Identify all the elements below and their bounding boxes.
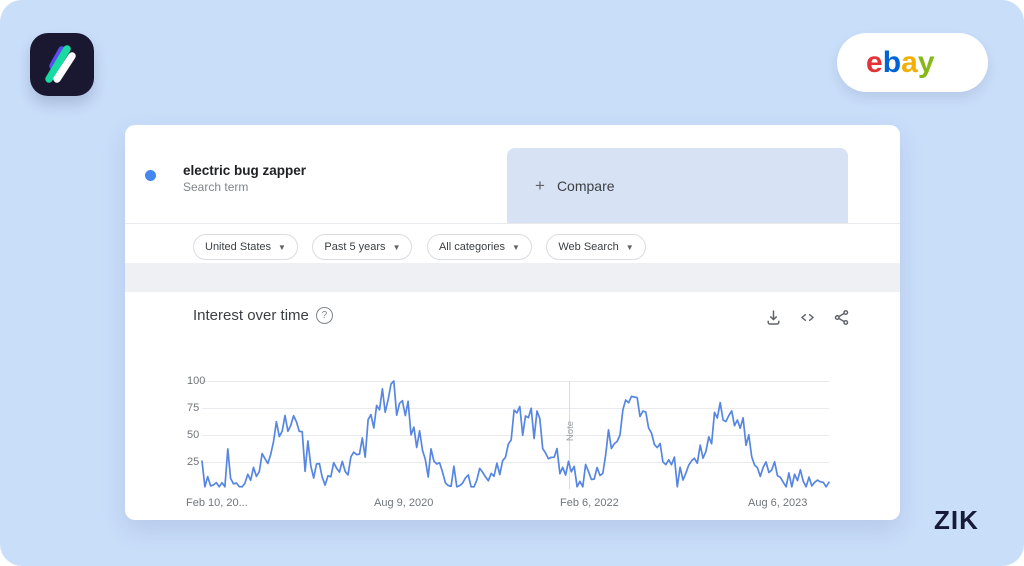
svg-text:ebay: ebay	[866, 46, 935, 79]
